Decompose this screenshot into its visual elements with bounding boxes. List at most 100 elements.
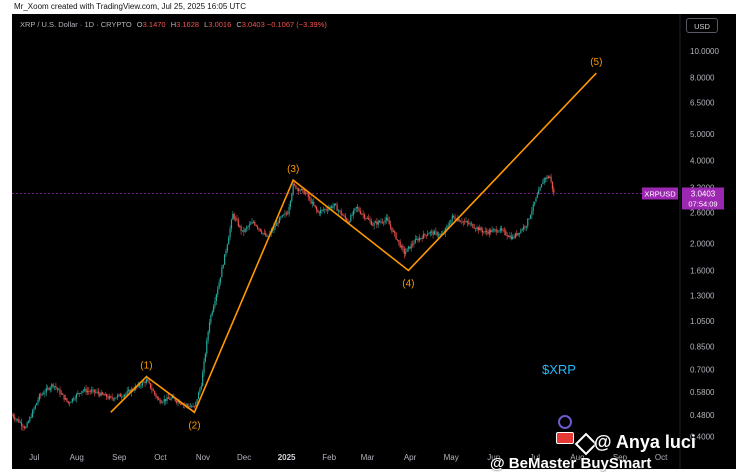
close-label: C bbox=[236, 20, 242, 29]
candle-body bbox=[41, 394, 43, 396]
candle-body bbox=[510, 235, 512, 240]
candle-body bbox=[381, 221, 383, 223]
candle-body bbox=[514, 233, 517, 238]
candle-body bbox=[207, 331, 209, 341]
y-tick-label: 0.7000 bbox=[690, 366, 715, 375]
candle-body bbox=[546, 176, 548, 179]
wave-label: (4) bbox=[402, 278, 414, 289]
y-tick-label: 5.0000 bbox=[690, 130, 715, 139]
candle-body bbox=[177, 401, 179, 403]
candle-body bbox=[491, 229, 493, 233]
watermark-line-1: @ Anya luci bbox=[594, 432, 696, 452]
currency-button[interactable]: USD bbox=[686, 18, 718, 33]
candle-body bbox=[328, 208, 330, 211]
candle-body bbox=[77, 393, 79, 395]
candle-body bbox=[374, 221, 377, 223]
candle-body bbox=[536, 194, 538, 198]
candle-body bbox=[30, 417, 32, 418]
candle-body bbox=[160, 402, 163, 404]
candle-body bbox=[495, 229, 497, 233]
candle-body bbox=[303, 189, 305, 195]
candle-body bbox=[480, 227, 482, 231]
candle-body bbox=[388, 220, 390, 225]
candle-body bbox=[117, 395, 119, 398]
candle-body bbox=[298, 188, 300, 191]
candle-body bbox=[437, 235, 440, 237]
candle-body bbox=[180, 403, 182, 405]
candle-body bbox=[368, 218, 370, 220]
candle-body bbox=[233, 213, 235, 219]
candle-body bbox=[26, 422, 28, 428]
candle-body bbox=[88, 390, 90, 392]
candle-body bbox=[165, 399, 167, 401]
candle-body bbox=[473, 227, 475, 229]
candle-body bbox=[476, 227, 478, 229]
candle-body bbox=[481, 230, 484, 233]
candle-body bbox=[232, 213, 234, 220]
candle-body bbox=[170, 398, 172, 400]
candle-body bbox=[352, 210, 355, 215]
candle-body bbox=[285, 213, 287, 214]
flag-icon[interactable] bbox=[556, 432, 574, 444]
candle-body bbox=[152, 390, 154, 392]
candle-body bbox=[333, 203, 335, 207]
candle-body bbox=[466, 221, 468, 223]
candle-body bbox=[492, 229, 495, 231]
price-chart[interactable]: 10.00008.00006.50005.00004.00003.20002.6… bbox=[12, 14, 736, 469]
candle-body bbox=[413, 243, 415, 245]
candle-body bbox=[549, 176, 551, 178]
open-value: 3.1470 bbox=[142, 20, 166, 29]
wave-label: (3) bbox=[287, 164, 299, 175]
candle-body bbox=[49, 387, 52, 390]
candle-body bbox=[306, 192, 308, 194]
candle-body bbox=[214, 300, 216, 307]
candle-body bbox=[188, 405, 190, 408]
candle-body bbox=[287, 213, 289, 215]
candle-body bbox=[192, 405, 194, 407]
chart-area[interactable]: 10.00008.00006.50005.00004.00003.20002.6… bbox=[12, 14, 736, 469]
candle-body bbox=[60, 393, 62, 395]
candle-body bbox=[73, 398, 75, 400]
candle-body bbox=[339, 210, 341, 212]
candle-body bbox=[528, 218, 530, 220]
candle-body bbox=[525, 226, 527, 228]
candle-body bbox=[468, 222, 470, 224]
candle-body bbox=[174, 398, 176, 401]
candle-body bbox=[448, 223, 451, 226]
candle-body bbox=[410, 244, 412, 249]
candle-body bbox=[230, 219, 233, 229]
candle-body bbox=[370, 221, 372, 225]
candle-body bbox=[44, 392, 46, 394]
candle-body bbox=[221, 267, 223, 278]
candle-body bbox=[62, 393, 64, 395]
candle-body bbox=[284, 213, 286, 215]
candle-body bbox=[45, 388, 47, 393]
candle-body bbox=[245, 227, 248, 229]
candle-body bbox=[69, 402, 71, 404]
candle-body bbox=[78, 393, 80, 394]
candle-body bbox=[325, 209, 327, 210]
alert-icon[interactable] bbox=[558, 415, 572, 429]
candle-body bbox=[304, 192, 307, 195]
candle-body bbox=[222, 264, 224, 268]
candle-body bbox=[36, 402, 38, 406]
candle-body bbox=[129, 389, 131, 393]
y-tick-label: 1.0500 bbox=[690, 317, 715, 326]
candle-body bbox=[351, 214, 353, 216]
candle-body bbox=[310, 198, 312, 204]
y-tick-label: 0.4800 bbox=[690, 411, 715, 420]
candle-body bbox=[92, 389, 94, 391]
x-tick-label: Aug bbox=[70, 453, 84, 462]
candle-body bbox=[114, 398, 116, 400]
candle-body bbox=[366, 218, 368, 219]
candle-body bbox=[148, 381, 150, 384]
candle-body bbox=[123, 394, 126, 397]
candle-body bbox=[547, 176, 549, 178]
candle-body bbox=[418, 238, 420, 241]
candle-body bbox=[436, 232, 438, 236]
candle-body bbox=[313, 201, 315, 206]
candle-body bbox=[330, 206, 333, 209]
candle-body bbox=[195, 401, 197, 407]
candle-body bbox=[380, 221, 382, 223]
candle-body bbox=[229, 228, 231, 238]
